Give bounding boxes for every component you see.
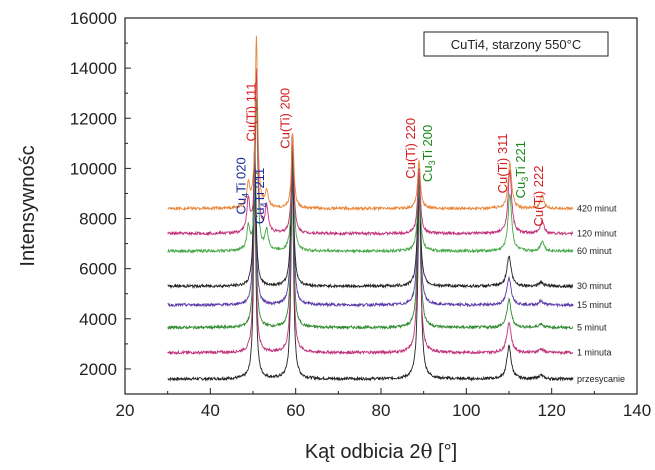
x-tick-label: 60	[286, 401, 305, 420]
peak-label: Cu3Ti 221	[513, 141, 530, 198]
series-line	[167, 136, 574, 290]
peak-label-part: 3	[427, 160, 437, 165]
peak-label-part: Cu	[252, 208, 267, 225]
y-axis-title: Intensywnośc	[17, 145, 39, 266]
series-line	[167, 162, 574, 356]
series-label: 120 minut	[577, 229, 617, 239]
y-tick-label: 6000	[79, 260, 117, 279]
x-tick-label: 40	[201, 401, 220, 420]
x-axis-title: Kąt odbicia 2θ [°]	[305, 439, 457, 463]
plot-frame	[124, 17, 638, 395]
trace-group: przesycanie 1 minuta 5 minut 15 minut 30 min…	[167, 35, 625, 384]
peak-label-part: 3	[520, 177, 530, 182]
peak-label-part: Ti 221	[513, 141, 528, 177]
y-tick-label: 14000	[70, 59, 117, 78]
series-label: 60 minut	[577, 246, 612, 256]
x-tick-label: 80	[372, 401, 391, 420]
y-tick-label: 12000	[70, 109, 117, 128]
peak-label-part: 4	[241, 193, 251, 198]
y-tick-label: 10000	[70, 159, 117, 178]
y-tick-label: 2000	[79, 360, 117, 379]
x-tick-label: 140	[623, 401, 651, 420]
series-line	[167, 152, 574, 331]
peak-label: Cu(Ti) 311	[495, 133, 510, 193]
x-axis-title-unit: [°]	[433, 441, 458, 463]
peak-label-part: Cu	[513, 182, 528, 199]
x-tick-label: 100	[452, 401, 480, 420]
peak-label-part: Ti 020	[234, 157, 249, 193]
peak-label-part: Cu	[234, 198, 249, 215]
peak-label-part: Cu(Ti) 220	[403, 118, 418, 179]
peak-label-part: Cu	[420, 165, 435, 182]
chart-title: CuTi4, starzony 550°C	[451, 37, 581, 52]
series-label: 5 minut	[577, 323, 607, 333]
series-label: 30 minut	[577, 281, 612, 291]
peak-label-part: Cu(Ti) 111	[244, 83, 259, 142]
series-label: 1 minuta	[577, 348, 612, 358]
series-label: 15 minut	[577, 300, 612, 310]
peak-label: Cu3Ti 200	[420, 125, 437, 182]
series-line	[167, 173, 574, 382]
x-axis-title-main: Kąt odbicia 2	[305, 441, 421, 463]
series-label: przesycanie	[577, 374, 625, 384]
peak-label-part: 4	[259, 203, 269, 208]
x-tick-label: 120	[537, 401, 565, 420]
peak-label-part: Cu(Ti) 222	[531, 166, 546, 227]
y-tick-label: 8000	[79, 210, 117, 229]
peak-label: Cu(Ti) 200	[278, 88, 293, 149]
y-tick-label: 4000	[79, 310, 117, 329]
series-line	[167, 98, 574, 254]
peak-label-part: Ti 200	[420, 125, 435, 161]
series-line	[167, 35, 574, 212]
y-tick-label: 16000	[70, 9, 117, 28]
series-line	[167, 68, 574, 237]
peak-label: Cu(Ti) 111	[244, 83, 259, 142]
series-line	[167, 134, 574, 308]
x-axis-title-theta: θ	[420, 439, 432, 463]
x-tick-label: 20	[116, 401, 135, 420]
peak-label: Cu(Ti) 220	[403, 118, 418, 179]
peak-label: Cu4Ti 020	[234, 157, 251, 214]
peak-label-part: Cu(Ti) 311	[495, 133, 510, 193]
peak-label: Cu4Ti 211	[252, 168, 269, 224]
series-label: 420 minut	[577, 204, 617, 214]
peak-label: Cu(Ti) 222	[531, 166, 546, 227]
legend-box: CuTi4, starzony 550°C	[423, 31, 609, 57]
peak-label-part: Cu(Ti) 200	[278, 88, 293, 149]
tick-group: 20 40 60 80 100 120 140 2000 4000 6000 8000 10000 12…	[70, 9, 651, 420]
peak-label-part: Ti 211	[252, 168, 267, 203]
